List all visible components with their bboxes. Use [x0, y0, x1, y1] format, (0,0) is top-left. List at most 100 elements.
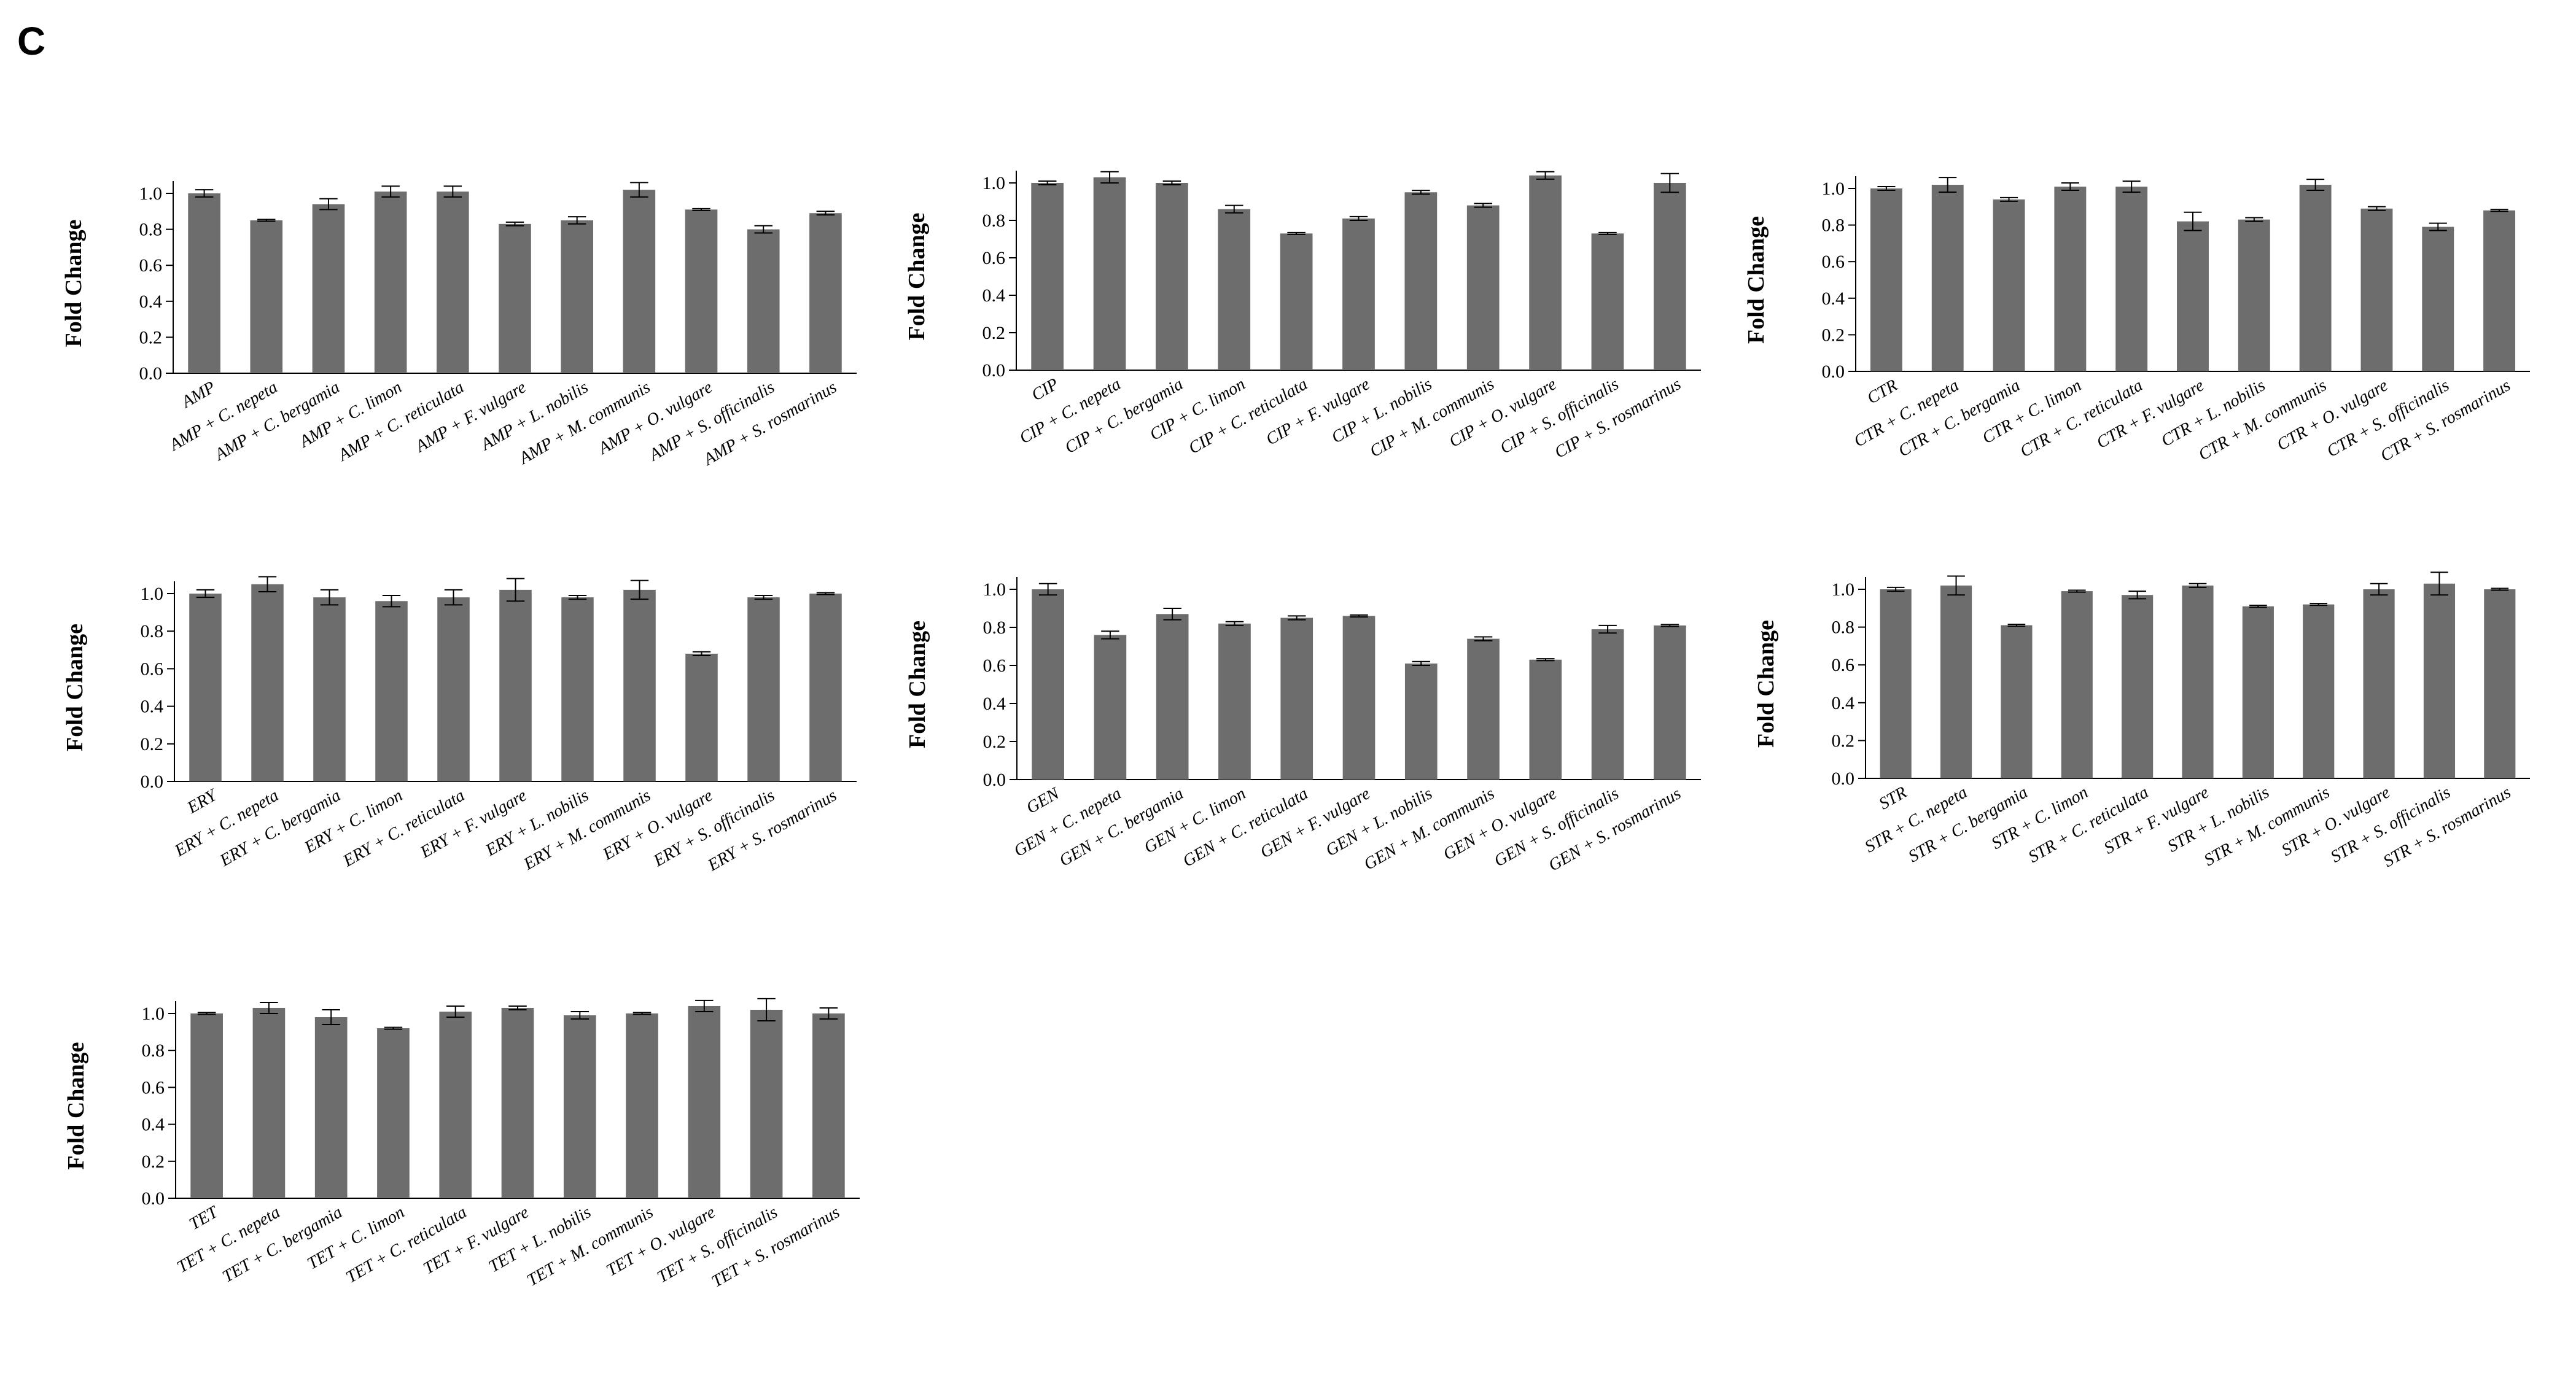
y-tick-label: 0.0	[983, 360, 1006, 381]
bar	[252, 1007, 286, 1198]
y-tick-label: 0.8	[142, 1040, 165, 1061]
y-tick-label: 0.8	[139, 220, 163, 240]
bar	[1156, 183, 1188, 370]
y-tick-label: 0.6	[142, 1077, 165, 1098]
bar	[626, 1013, 658, 1198]
y-tick-label: 1.0	[1822, 179, 1845, 199]
category-label: AMP	[177, 378, 219, 413]
bar	[688, 1005, 721, 1198]
y-tick-label: 0.6	[983, 248, 1006, 268]
bar	[377, 1028, 410, 1198]
bar	[561, 220, 593, 373]
bar	[561, 597, 594, 781]
y-tick-label: 0.8	[1832, 618, 1855, 638]
bar	[1280, 618, 1313, 780]
bar	[1654, 625, 1686, 780]
bar	[251, 584, 284, 781]
bar	[501, 1007, 534, 1198]
bar	[1404, 663, 1438, 780]
bar	[685, 209, 718, 373]
bar	[1529, 175, 1562, 370]
y-axis-label: Fold Change	[63, 1042, 89, 1170]
y-tick-label: 0.4	[141, 697, 164, 717]
category-label: GEN + F. vulgare	[1257, 784, 1373, 862]
bar	[437, 597, 470, 781]
bar	[750, 1009, 783, 1198]
y-axis-label: Fold Change	[62, 624, 88, 751]
bar	[2299, 185, 2332, 371]
y-tick-label: 0.8	[141, 621, 164, 641]
bar	[313, 597, 346, 781]
category-label: TET + F. vulgare	[420, 1203, 532, 1278]
y-tick-label: 0.6	[141, 659, 164, 679]
bar	[499, 223, 531, 373]
bar	[2484, 589, 2516, 778]
bar	[1467, 638, 1500, 780]
bar	[2238, 219, 2270, 371]
bar	[685, 653, 718, 781]
y-tick-label: 0.0	[142, 1188, 165, 1209]
y-tick-label: 0.2	[139, 327, 163, 347]
bar	[2122, 595, 2154, 778]
bar	[1993, 199, 2025, 371]
bar	[563, 1015, 596, 1198]
bar	[2242, 606, 2274, 778]
bar	[1591, 629, 1624, 780]
bar	[2422, 227, 2454, 371]
bar	[2360, 208, 2393, 371]
bar	[1880, 589, 1912, 778]
y-tick-label: 1.0	[1832, 579, 1855, 600]
category-label: TET	[186, 1202, 222, 1234]
y-axis-label: Fold Change	[1753, 620, 1779, 748]
bar	[809, 213, 842, 373]
bar	[1931, 185, 1964, 371]
category-label: STR + F. vulgare	[2101, 783, 2212, 858]
y-tick-label: 0.8	[983, 211, 1006, 231]
y-tick-label: 0.6	[1822, 252, 1845, 272]
bar	[314, 1017, 348, 1198]
y-tick-label: 0.4	[139, 292, 163, 312]
bar	[2177, 221, 2209, 371]
bar	[1870, 188, 1902, 371]
bar	[623, 190, 656, 373]
category-label: CTR + F. vulgare	[2093, 376, 2207, 452]
bar	[2115, 187, 2148, 371]
y-tick-label: 0.0	[139, 363, 163, 384]
y-tick-label: 1.0	[142, 1004, 165, 1024]
y-axis-label: Fold Change	[904, 213, 930, 341]
y-tick-label: 0.2	[141, 734, 164, 754]
bar	[2363, 589, 2395, 778]
y-tick-label: 0.2	[1832, 730, 1855, 751]
panel-label: C	[17, 19, 46, 63]
bar	[375, 601, 408, 781]
bar	[1404, 192, 1438, 370]
y-tick-label: 0.2	[1822, 325, 1845, 345]
bar	[437, 192, 469, 373]
bar	[809, 594, 842, 781]
y-axis-label: Fold Change	[905, 621, 930, 748]
bar	[1529, 659, 1562, 780]
bar	[1094, 635, 1127, 780]
y-tick-label: 0.8	[1822, 215, 1845, 236]
bar	[2303, 604, 2335, 778]
y-tick-label: 0.4	[983, 694, 1006, 714]
category-label: CTR	[1864, 376, 1901, 408]
y-tick-label: 1.0	[983, 579, 1006, 600]
bar	[499, 589, 532, 781]
bar	[189, 594, 222, 781]
y-axis-label: Fold Change	[1743, 216, 1769, 344]
y-tick-label: 1.0	[983, 173, 1006, 193]
bar	[1031, 183, 1064, 370]
bar	[1218, 209, 1251, 370]
bar	[812, 1013, 845, 1198]
y-tick-label: 1.0	[141, 584, 164, 604]
y-tick-label: 0.2	[983, 323, 1006, 343]
bar	[439, 1011, 472, 1198]
bar	[623, 589, 656, 781]
y-tick-label: 0.4	[983, 285, 1006, 306]
